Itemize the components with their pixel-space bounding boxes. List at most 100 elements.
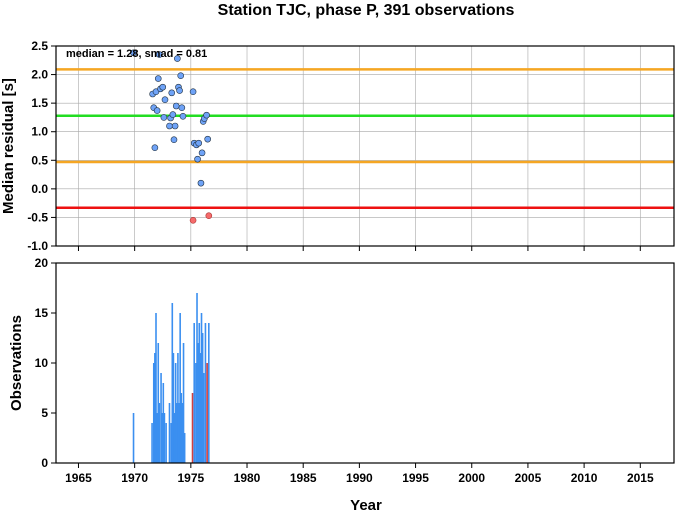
observation-bar [160, 373, 162, 463]
observation-bar [161, 413, 163, 463]
observations-y-tick-label: 20 [35, 256, 49, 270]
observations-frame [55, 262, 675, 464]
residual-point [151, 144, 159, 152]
observation-bar [155, 313, 157, 463]
x-tick-label: 1970 [121, 471, 148, 485]
residual-point [194, 155, 201, 163]
residual-point [176, 87, 183, 94]
residual-point [198, 149, 206, 157]
observation-bar [201, 333, 204, 463]
residual-point [170, 136, 178, 144]
chart-title: Station TJC, phase P, 391 observations [218, 2, 515, 19]
observation-bar [173, 413, 176, 463]
observations-y-tick-label: 10 [35, 356, 49, 370]
residual-point [154, 75, 162, 82]
residual-point [204, 135, 211, 143]
x-ticks: 1965 1970 1975 1980 1985 1990 1995 2000 2005 2010… [65, 463, 654, 485]
observation-bar [171, 303, 174, 463]
residual-frame [55, 45, 675, 247]
residual-y-tick-label: 2.0 [31, 68, 48, 82]
observations-y-label: Observations [8, 315, 25, 411]
observation-bar [182, 343, 185, 463]
observations-y-ticks: 20 15 10 5 0 [35, 256, 56, 470]
x-axis-label: Year [350, 497, 382, 511]
observation-bar [162, 383, 165, 463]
observations-y-tick-label: 15 [35, 306, 49, 320]
residual-point [161, 96, 169, 104]
observation-bar [183, 433, 186, 463]
residual-y-tick-label: 1.0 [31, 125, 48, 139]
x-tick-label: 1980 [234, 471, 261, 485]
observations-y-tick-label: 5 [41, 406, 48, 420]
residual-point [178, 104, 186, 112]
observation-bar [170, 423, 172, 463]
x-tick-label: 1965 [65, 471, 92, 485]
observations-y-tick-label: 0 [41, 456, 48, 470]
observation-bar [163, 413, 166, 463]
residual-point [172, 102, 180, 110]
observation-bar [208, 323, 210, 463]
residual-reference-lines [56, 68, 674, 209]
x-tick-label: 1990 [346, 471, 373, 485]
residual-point [166, 122, 173, 130]
observation-bar [158, 403, 161, 463]
residual-y-tick-label: -1.0 [27, 239, 48, 253]
observation-bar [193, 323, 196, 463]
observation-bar [180, 393, 183, 463]
residual-y-tick-label: 1.5 [31, 96, 48, 110]
residual-point [203, 111, 210, 119]
x-tick-label: 2015 [627, 471, 654, 485]
residual-point [179, 112, 187, 120]
observation-bar [197, 343, 199, 463]
observation-bar [179, 313, 181, 463]
observation-bar [196, 293, 198, 463]
x-tick-label: 2010 [571, 471, 598, 485]
outlier-point [189, 216, 197, 224]
observation-bar [172, 353, 175, 463]
observation-bar [178, 403, 180, 463]
observation-bar [156, 413, 158, 463]
observation-bar [151, 423, 153, 463]
residual-point [197, 179, 205, 187]
residual-point [168, 89, 176, 97]
observation-bar [199, 353, 202, 463]
outlier-bar [191, 393, 194, 463]
observation-bar [157, 343, 160, 463]
observation-bar [181, 403, 184, 463]
observation-bar [177, 353, 179, 463]
residual-point [153, 107, 161, 114]
outlier-bar [206, 363, 208, 463]
residual-point [160, 114, 168, 121]
observations-bars [132, 293, 210, 463]
x-tick-label: 1975 [177, 471, 204, 485]
outlier-point [205, 212, 213, 220]
residual-grid [56, 45, 674, 251]
observation-bar [200, 313, 203, 463]
residual-y-ticks: 2.5 2.0 1.5 1.0 0.5 0.0 -0.5 -1.0 [27, 39, 56, 253]
residual-y-label: Median residual [s] [0, 78, 17, 214]
x-tick-label: 1985 [290, 471, 317, 485]
observation-bar [152, 363, 155, 463]
observation-bar [202, 373, 205, 463]
residual-point [130, 49, 137, 57]
observation-bar [195, 363, 197, 463]
observation-bar [132, 413, 135, 463]
observation-bar [168, 403, 171, 463]
residual-point [189, 88, 197, 96]
residual-annotation: median = 1.28, smad = 0.81 [66, 48, 207, 60]
residual-point [159, 83, 167, 91]
residual-point [174, 55, 181, 62]
residual-point [171, 122, 179, 130]
observation-bar [198, 323, 201, 463]
residual-point [156, 51, 163, 58]
x-tick-label: 1995 [402, 471, 429, 485]
observation-bar [165, 423, 167, 463]
residual-y-tick-label: -0.5 [27, 210, 48, 224]
residual-y-tick-label: 0.5 [31, 153, 48, 167]
observation-bar [175, 403, 178, 463]
residual-point [169, 111, 177, 118]
residual-point [177, 72, 185, 80]
residual-y-tick-label: 2.5 [31, 39, 48, 53]
observation-bar [154, 353, 156, 463]
